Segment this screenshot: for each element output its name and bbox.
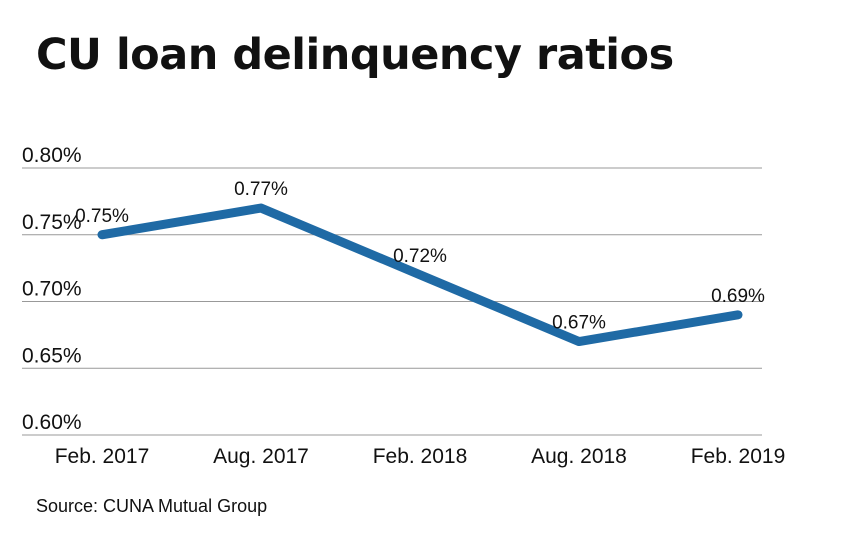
x-tick-label: Feb. 2019 [691,445,786,468]
data-label: 0.77% [234,179,288,200]
x-tick-label: Aug. 2018 [531,445,627,468]
data-label: 0.67% [552,313,606,334]
data-label: 0.72% [393,246,447,267]
x-tick-label: Feb. 2018 [373,445,468,468]
data-labels: 0.75% 0.77% 0.72% 0.67% 0.69% [75,179,765,333]
data-label: 0.69% [711,286,765,307]
gridlines [22,167,762,436]
y-tick-label: 0.60% [22,411,82,434]
y-tick-label: 0.65% [22,344,82,367]
x-tick-label: Feb. 2017 [55,445,150,468]
series-line [97,203,743,347]
source-note: Source: CUNA Mutual Group [36,496,268,516]
x-axis: Feb. 2017 Aug. 2017 Feb. 2018 Aug. 2018 Feb.… [55,445,786,468]
y-tick-label: 0.70% [22,278,82,301]
data-label: 0.75% [75,206,129,227]
y-tick-label: 0.80% [22,144,82,167]
series-line-group [97,203,743,347]
y-axis: 0.80% 0.75% 0.70% 0.65% 0.60% [22,144,82,434]
y-tick-label: 0.75% [22,211,82,234]
chart-title: CU loan delinquency ratios [36,30,674,80]
x-tick-label: Aug. 2017 [213,445,309,468]
